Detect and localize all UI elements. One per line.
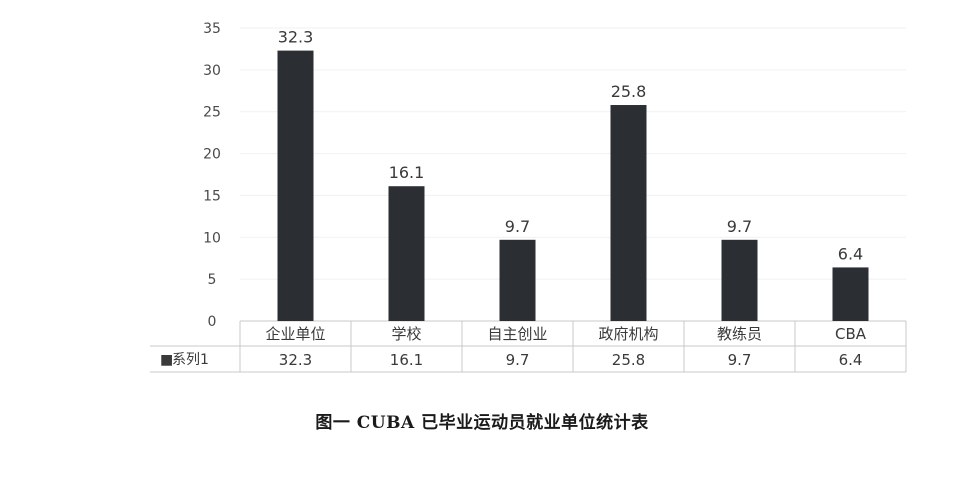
category-label: 企业单位 (265, 325, 325, 343)
y-tick-label: 30 (203, 63, 221, 79)
category-label: 学校 (391, 325, 421, 343)
bar-1 (277, 50, 314, 322)
y-tick-label: 0 (208, 314, 217, 330)
table-value: 32.3 (279, 351, 312, 369)
y-tick-label: 20 (203, 147, 221, 163)
y-tick-label: 10 (203, 230, 221, 246)
legend-marker-icon: ■ (160, 352, 173, 368)
y-tick-label: 15 (203, 188, 221, 204)
category-label: 教练员 (717, 325, 762, 343)
bar-3 (499, 239, 536, 321)
legend-series-name: 系列1 (172, 352, 209, 368)
bar-6 (832, 267, 869, 321)
figure-caption: 图一 CUBA 已毕业运动员就业单位统计表 (315, 413, 649, 433)
table-value: 9.7 (728, 351, 752, 369)
table-value: 6.4 (839, 351, 863, 369)
y-tick-label: 5 (208, 272, 217, 288)
data-label: 9.7 (505, 217, 530, 236)
category-label: 政府机构 (598, 325, 658, 343)
bar-2 (388, 186, 425, 321)
data-label: 6.4 (838, 244, 863, 263)
data-label: 25.8 (611, 82, 647, 101)
category-label: 自主创业 (487, 325, 547, 343)
y-tick-label: 25 (203, 105, 221, 121)
data-label: 32.3 (278, 28, 314, 47)
table-value: 16.1 (390, 351, 423, 369)
bar-5 (721, 239, 758, 321)
bar-4 (610, 105, 647, 321)
table-value: 9.7 (506, 351, 530, 369)
data-label: 9.7 (727, 217, 752, 236)
data-label: 16.1 (389, 163, 425, 182)
table-value: 25.8 (612, 351, 645, 369)
y-tick-label: 35 (203, 21, 221, 37)
category-label: CBA (835, 325, 867, 343)
